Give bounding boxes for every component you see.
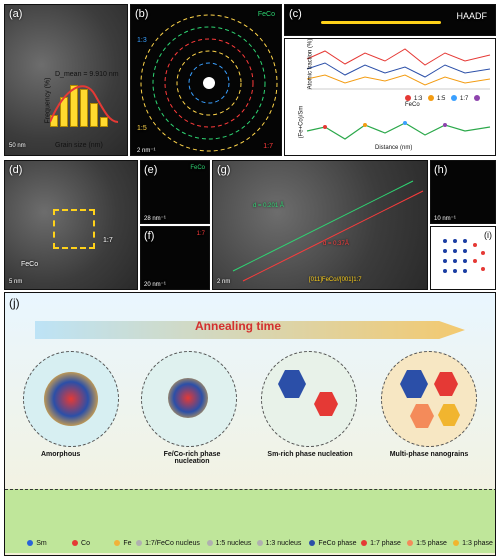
ratio-label: (Fe+Co)/Sm (298, 105, 305, 139)
distance-label: Distance (nm) (375, 145, 413, 151)
phase-17: 1:7 (263, 143, 273, 150)
stage-1 (23, 351, 119, 447)
stage-3 (261, 351, 357, 447)
scale-label-d: 5 nm (9, 279, 23, 285)
haadf-strip: (c) HAADF (284, 4, 496, 36)
panel-e-label: (e) (144, 164, 158, 176)
panel-a-label: (a) (9, 8, 23, 20)
panel-h-label: (h) (434, 164, 448, 176)
diffraction-rings (140, 14, 278, 152)
panel-c-label: (c) (289, 8, 302, 20)
profile-chart: Atomic fraction (%) (Fe+Co)/Sm Distance … (284, 38, 496, 156)
stage-label-2: Fe/Co-rich phase nucleation (163, 451, 221, 465)
lattice-model (443, 239, 485, 273)
panel-g-label: (g) (217, 164, 231, 176)
chart-legend: 1:3 1:5 1:7 FeCo (405, 95, 495, 108)
panel-f-label: (f) (144, 230, 155, 242)
histogram (50, 77, 120, 127)
haadf-label: HAADF (456, 11, 487, 21)
scale-label-h: 10 nm⁻¹ (434, 216, 456, 222)
annealing-title: Annealing time (195, 319, 282, 333)
panel-e: (e) FeCo 28 nm⁻¹ (140, 160, 210, 224)
ratio-label-f: 1:7 (196, 231, 205, 237)
stage-2 (141, 351, 237, 447)
panel-f: (f) 1:7 20 nm⁻¹ (140, 226, 210, 290)
scale-label-f: 20 nm⁻¹ (144, 282, 166, 288)
stage-label-3: Sm-rich phase nucleation (267, 451, 353, 458)
scale-label-g: 2 nm (217, 279, 231, 285)
atomic-fraction-label: Atomic fraction (%) (307, 38, 314, 90)
dmean-label: D_mean = 9.910 nm (55, 71, 119, 78)
feco-label-d: FeCo (21, 261, 39, 268)
panel-c: (c) HAADF Atomic fraction (%) (Fe+Co)/Sm… (284, 4, 496, 156)
panel-g: (g) d = 0.201 Å d = 0.37Å [011]FeCo//[00… (212, 160, 428, 290)
scale-label-b: 2 nm⁻¹ (137, 148, 156, 154)
panel-j: (j) Annealing time Amorphous Fe/Co-rich … (4, 292, 496, 556)
panel-h: (h) 10 nm⁻¹ (430, 160, 496, 224)
panel-j-label: (j) (9, 296, 20, 310)
annealing-arrow (35, 321, 465, 339)
panel-a: (a) D_mean = 9.910 nm Frequency (%) Grai… (4, 4, 128, 156)
panel-b-label: (b) (135, 8, 149, 20)
ratio-label-d: 1:7 (103, 237, 113, 244)
grain-size-label: Grain size (nm) (55, 142, 103, 149)
stage-label-1: Amorphous (41, 451, 81, 458)
panel-i-label: (i) (484, 230, 492, 240)
scale-label-a: 50 nm (9, 143, 26, 149)
panel-b: (b) FeCo 1:3 1:5 1:7 2 nm⁻¹ (130, 4, 282, 156)
orientation-label-g: [011]FeCo//[001]1:7 (309, 277, 362, 283)
panel-d: (d) FeCo 1:7 5 nm (4, 160, 138, 290)
phase-15: 1:5 (137, 125, 147, 132)
feco-label-e: FeCo (190, 165, 205, 171)
ratio-d-label: d = 0.37Å (323, 241, 349, 247)
legend-panel (5, 489, 495, 553)
scale-label-e: 28 nm⁻¹ (144, 216, 166, 222)
panel-d-label: (d) (9, 164, 23, 176)
phase-13: 1:3 (137, 37, 147, 44)
phase-feco: FeCo (257, 11, 275, 18)
stage-4 (381, 351, 477, 447)
panel-i: (i) (430, 226, 496, 290)
stage-label-4: Multi-phase nanograins (389, 451, 469, 458)
feco-d-label: d = 0.201 Å (253, 203, 284, 209)
